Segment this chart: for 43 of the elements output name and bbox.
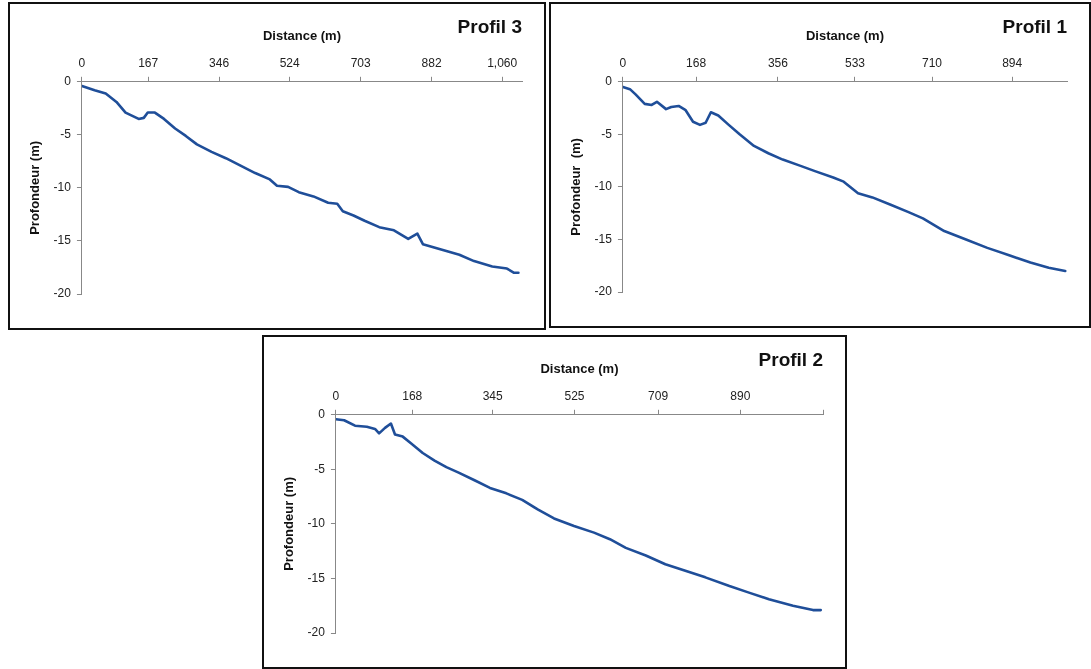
y-tick-label: -10 — [53, 180, 72, 195]
x-tick-label: 710 — [922, 55, 943, 70]
x-tick-label: 345 — [482, 388, 504, 403]
y-axis-title: Profondeur (m) — [281, 476, 297, 571]
x-tick-label: 167 — [138, 55, 159, 70]
y-tick-label: -15 — [594, 231, 613, 246]
chart-title: Profil 3 — [457, 15, 522, 37]
x-tick-label: 0 — [332, 388, 340, 403]
x-tick-label: 0 — [619, 55, 627, 70]
x-tick-label: 525 — [564, 388, 585, 403]
x-tick-label: 703 — [350, 55, 371, 70]
y-tick-label: -10 — [594, 179, 613, 194]
x-tick-label: 894 — [1002, 55, 1023, 70]
y-tick-label: 0 — [64, 74, 72, 89]
y-axis-title: Profondeur (m) — [27, 140, 43, 235]
y-tick-label: 0 — [318, 407, 326, 422]
x-tick-label: 890 — [730, 388, 751, 403]
x-axis-title: Distance (m) — [262, 28, 341, 44]
x-axis-title: Distance (m) — [805, 28, 884, 44]
x-tick-label: 533 — [844, 55, 866, 70]
x-tick-label: 709 — [648, 388, 669, 403]
y-tick-label: -20 — [307, 625, 326, 640]
chart-title: Profil 2 — [758, 348, 823, 370]
x-tick-label: 0 — [78, 55, 86, 70]
x-tick-label: 1,060 — [487, 55, 518, 70]
y-tick-label: -10 — [307, 516, 326, 531]
y-tick-label: -5 — [314, 461, 326, 476]
x-tick-label: 356 — [767, 55, 789, 70]
y-tick-label: -5 — [60, 127, 72, 142]
y-axis-title: Profondeur (m) — [568, 138, 584, 236]
y-tick-label: -20 — [594, 284, 613, 299]
y-tick-label: -15 — [307, 570, 326, 585]
y-tick-label: -5 — [601, 126, 613, 141]
y-tick-label: 0 — [605, 74, 613, 89]
x-tick-label: 882 — [421, 55, 442, 70]
x-tick-label: 524 — [279, 55, 301, 70]
x-axis-title: Distance (m) — [540, 361, 619, 377]
x-tick-label: 346 — [209, 55, 230, 70]
y-tick-label: -15 — [53, 233, 72, 248]
chart-title: Profil 1 — [1002, 15, 1068, 37]
x-tick-label: 168 — [686, 55, 707, 70]
y-tick-label: -20 — [53, 286, 72, 301]
x-tick-label: 168 — [402, 388, 423, 403]
